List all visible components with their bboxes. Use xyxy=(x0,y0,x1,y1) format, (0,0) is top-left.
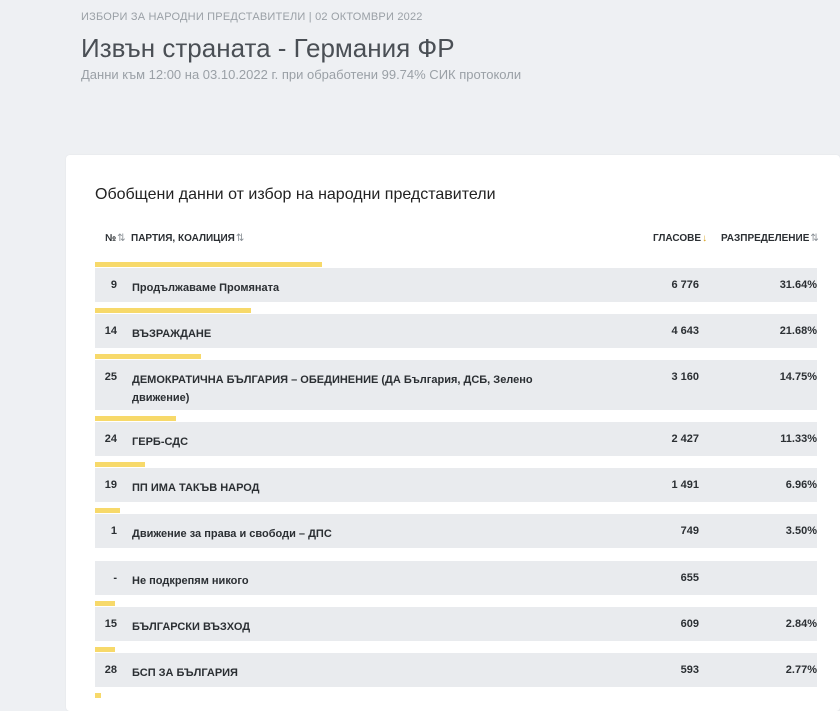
vote-share: 14.75% xyxy=(779,371,817,383)
vote-count: 1 491 xyxy=(671,479,699,491)
row-body: 24 ГЕРБ-СДС 2 427 11.33% xyxy=(95,422,817,456)
share-bar xyxy=(95,693,101,698)
vote-count: 2 427 xyxy=(671,433,699,445)
vote-count: 749 xyxy=(680,525,699,537)
party-number: 9 xyxy=(110,279,117,291)
sort-icon[interactable]: ⇅ xyxy=(117,233,126,244)
page-title: Извън страната - Германия ФР xyxy=(81,33,455,63)
party-name: ПП ИМА ТАКЪВ НАРОД xyxy=(132,482,260,494)
row-body: 19 ПП ИМА ТАКЪВ НАРОД 1 491 6.96% xyxy=(95,468,817,502)
column-distribution-label: РАЗПРЕДЕЛЕНИЕ xyxy=(721,233,810,244)
party-name: Не подкрепям никого xyxy=(132,575,249,587)
vote-count: 655 xyxy=(680,572,699,584)
party-name: ДЕМОКРАТИЧНА БЪЛГАРИЯ – ОБЕДИНЕНИЕ (ДА Б… xyxy=(132,374,533,404)
party-number: 14 xyxy=(104,325,117,337)
table-row[interactable] xyxy=(95,693,817,711)
share-bar xyxy=(95,416,176,421)
table-row[interactable]: 9 Продължаваме Промяната 6 776 31.64% xyxy=(95,262,817,302)
column-header-no[interactable]: №⇅ xyxy=(105,233,126,244)
vote-share: 6.96% xyxy=(785,479,817,491)
vote-share: 2.84% xyxy=(785,618,817,630)
row-body: 25 ДЕМОКРАТИЧНА БЪЛГАРИЯ – ОБЕДИНЕНИЕ (ДА… xyxy=(95,360,817,410)
share-bar xyxy=(95,462,145,467)
column-party-label: ПАРТИЯ, КОАЛИЦИЯ xyxy=(131,233,235,244)
row-body: 28 БСП ЗА БЪЛГАРИЯ 593 2.77% xyxy=(95,653,817,687)
party-name: ВЪЗРАЖДАНЕ xyxy=(132,328,212,340)
results-card: Обобщени данни от избор на народни предс… xyxy=(66,155,840,711)
table-row[interactable]: 19 ПП ИМА ТАКЪВ НАРОД 1 491 6.96% xyxy=(95,462,817,502)
vote-count: 609 xyxy=(680,618,699,630)
sort-icon[interactable]: ⇅ xyxy=(810,233,819,244)
party-number: 25 xyxy=(104,371,117,383)
vote-count: 6 776 xyxy=(671,279,699,291)
vote-share: 2.77% xyxy=(785,664,817,676)
party-name: Движение за права и свободи – ДПС xyxy=(132,528,332,540)
vote-count: 3 160 xyxy=(671,371,699,383)
sort-icon[interactable]: ⇅ xyxy=(235,233,245,244)
table-row[interactable]: - Не подкрепям никого 655 xyxy=(95,555,817,595)
row-body: 9 Продължаваме Промяната 6 776 31.64% xyxy=(95,268,817,302)
row-body: 1 Движение за права и свободи – ДПС 749 3.5… xyxy=(95,514,817,548)
party-number: 15 xyxy=(104,618,117,630)
table-header: №⇅ ПАРТИЯ, КОАЛИЦИЯ⇅ ГЛАСОВЕ↓ РАЗПРЕДЕЛЕ… xyxy=(95,233,819,249)
share-bar xyxy=(95,262,322,267)
table-row[interactable]: 14 ВЪЗРАЖДАНЕ 4 643 21.68% xyxy=(95,308,817,348)
party-number: - xyxy=(113,572,117,584)
table-row[interactable]: 28 БСП ЗА БЪЛГАРИЯ 593 2.77% xyxy=(95,647,817,687)
table-row[interactable]: 25 ДЕМОКРАТИЧНА БЪЛГАРИЯ – ОБЕДИНЕНИЕ (ДА… xyxy=(95,354,817,410)
row-body: - Не подкрепям никого 655 xyxy=(95,561,817,595)
vote-share: 11.33% xyxy=(780,433,817,445)
table-row[interactable]: 1 Движение за права и свободи – ДПС 749 3.5… xyxy=(95,508,817,548)
vote-count: 593 xyxy=(680,664,699,676)
party-name: БЪЛГАРСКИ ВЪЗХОД xyxy=(132,621,251,633)
vote-share: 31.64% xyxy=(779,279,817,291)
share-bar xyxy=(95,308,251,313)
column-votes-label: ГЛАСОВЕ xyxy=(653,233,702,244)
card-title: Обобщени данни от избор на народни предс… xyxy=(95,186,496,203)
column-no-label: № xyxy=(105,233,117,244)
vote-share: 21.68% xyxy=(779,325,817,337)
vote-count: 4 643 xyxy=(671,325,699,337)
party-name: БСП ЗА БЪЛГАРИЯ xyxy=(132,667,238,679)
party-name: Продължаваме Промяната xyxy=(132,282,280,294)
column-header-party[interactable]: ПАРТИЯ, КОАЛИЦИЯ⇅ xyxy=(131,233,244,244)
share-bar xyxy=(95,508,120,513)
share-bar xyxy=(95,601,115,606)
row-body: 15 БЪЛГАРСКИ ВЪЗХОД 609 2.84% xyxy=(95,607,817,641)
share-bar xyxy=(95,354,201,359)
party-number: 24 xyxy=(104,433,117,445)
sort-desc-icon[interactable]: ↓ xyxy=(702,233,708,244)
column-header-votes[interactable]: ГЛАСОВЕ↓ xyxy=(653,233,707,244)
column-header-distribution[interactable]: РАЗПРЕДЕЛЕНИЕ⇅ xyxy=(721,233,819,244)
party-number: 1 xyxy=(110,525,117,537)
table-row[interactable]: 15 БЪЛГАРСКИ ВЪЗХОД 609 2.84% xyxy=(95,601,817,641)
data-status-text: Данни към 12:00 на 03.10.2022 г. при обр… xyxy=(81,67,522,82)
party-name: ГЕРБ-СДС xyxy=(132,436,189,448)
share-bar xyxy=(95,647,115,652)
vote-share: 3.50% xyxy=(785,525,817,537)
party-number: 19 xyxy=(104,479,117,491)
row-body: 14 ВЪЗРАЖДАНЕ 4 643 21.68% xyxy=(95,314,817,348)
breadcrumb: ИЗБОРИ ЗА НАРОДНИ ПРЕДСТАВИТЕЛИ | 02 ОКТ… xyxy=(81,11,423,23)
table-row[interactable]: 24 ГЕРБ-СДС 2 427 11.33% xyxy=(95,416,817,456)
party-number: 28 xyxy=(104,664,117,676)
